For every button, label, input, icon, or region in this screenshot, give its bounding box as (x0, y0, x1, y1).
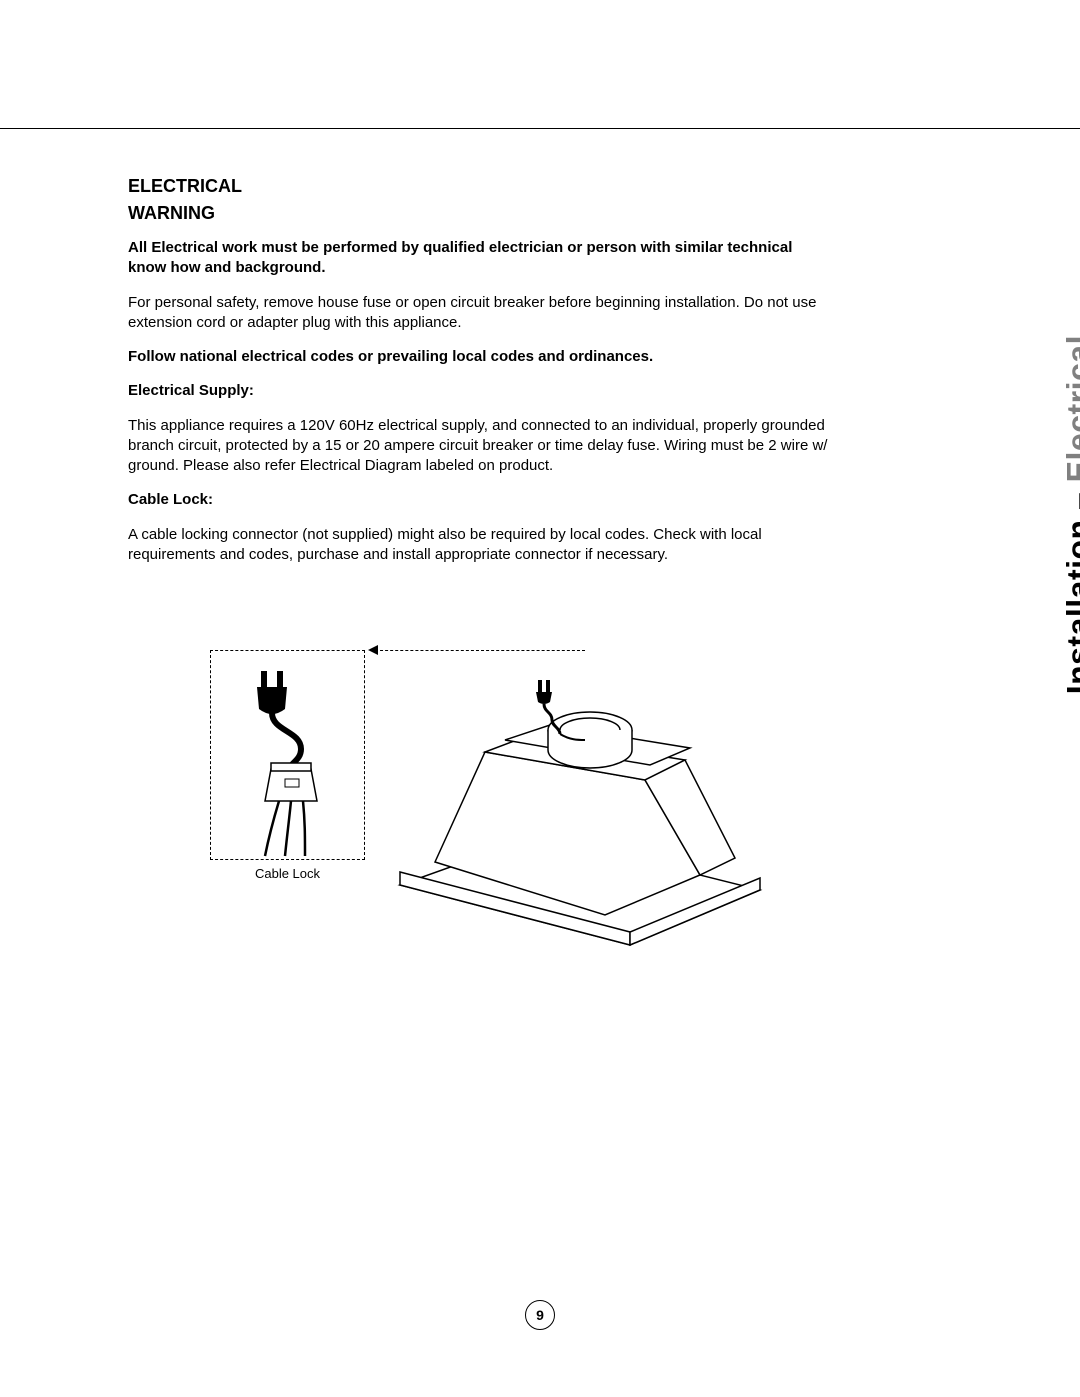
heading-warning: WARNING (128, 203, 828, 224)
heading-cable: Cable Lock: (128, 490, 828, 510)
hood-diagram-icon (390, 640, 770, 960)
page-number: 9 (525, 1300, 555, 1330)
heading-supply: Electrical Supply: (128, 381, 828, 401)
top-rule (0, 128, 1080, 129)
cable-lock-box (210, 650, 365, 860)
para-cable: A cable locking connector (not supplied)… (128, 525, 828, 566)
page: Installation – Electrical ELECTRICAL WAR… (0, 0, 1080, 1397)
heading-electrical: ELECTRICAL (128, 176, 828, 197)
page-number-text: 9 (536, 1307, 544, 1323)
para-codes: Follow national electrical codes or prev… (128, 347, 828, 367)
content-column: ELECTRICAL WARNING All Electrical work m… (128, 176, 828, 579)
cable-lock-icon (211, 651, 366, 861)
side-title: Installation – Electrical (1060, 335, 1080, 694)
figure: Cable Lock (200, 640, 770, 960)
arrow-head-icon (368, 645, 378, 655)
para-intro: All Electrical work must be performed by… (128, 238, 828, 279)
cable-lock-label: Cable Lock (210, 866, 365, 881)
side-title-part2: Electrical (1060, 335, 1080, 482)
side-title-part1: Installation – (1060, 482, 1080, 694)
para-supply: This appliance requires a 120V 60Hz elec… (128, 416, 828, 477)
para-safety: For personal safety, remove house fuse o… (128, 293, 828, 334)
